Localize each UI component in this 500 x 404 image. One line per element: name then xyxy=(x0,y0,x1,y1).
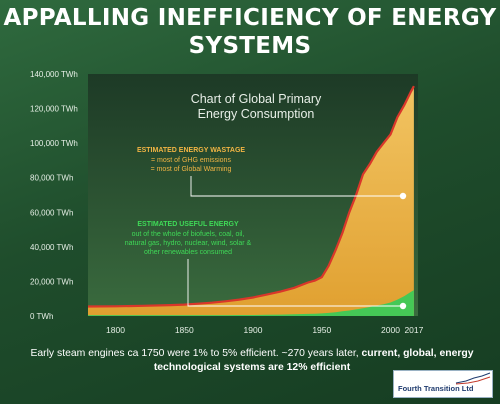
chart-title-line-2: Energy Consumption xyxy=(198,107,315,121)
caption-text-start: Early steam engines ca 1750 were 1% to 5… xyxy=(30,348,362,359)
useful-pointer-dot xyxy=(399,302,407,310)
caption-bold-1: current, global, energy xyxy=(361,348,474,359)
x-tick-label: 1900 xyxy=(244,325,263,335)
series-area-useful xyxy=(88,290,414,316)
wastage-pointer-line xyxy=(190,176,403,197)
x-tick-label: 2017 xyxy=(404,325,423,335)
x-tick-label: 2000 xyxy=(381,325,400,335)
y-tick-label: 0 TWh xyxy=(30,312,53,321)
y-tick-label: 60,000 TWh xyxy=(30,208,73,217)
useful-line-1: out of the whole of biofuels, coal, oil, xyxy=(132,231,245,238)
y-axis: 0 TWh 20,000 TWh 40,000 TWh 60,000 TWh 80,00… xyxy=(30,70,78,321)
headline: APPALLING INEFFICIENCY OF ENERGY SYSTEMS xyxy=(0,4,500,60)
wastage-annotation: ESTIMATED ENERGY WASTAGE = most of GHG e… xyxy=(137,147,407,200)
wastage-pointer-dot xyxy=(399,192,407,200)
series-edge-wastage xyxy=(87,85,415,308)
headline-line-1: APPALLING INEFFICIENCY OF ENERGY xyxy=(3,5,497,31)
y-tick-label: 40,000 TWh xyxy=(30,243,73,252)
company-logo: Fourth Transition Ltd xyxy=(393,370,493,398)
headline-line-2: SYSTEMS xyxy=(188,33,312,59)
wastage-line-1: = most of GHG emissions xyxy=(151,157,231,164)
y-tick-label: 20,000 TWh xyxy=(30,277,73,286)
caption-bold-2: technological systems are 12% efficient xyxy=(153,362,351,373)
x-tick-label: 1950 xyxy=(312,325,331,335)
useful-line-2: natural gas, hydro, nuclear, wind, solar… xyxy=(125,240,252,247)
y-tick-label: 120,000 TWh xyxy=(30,105,78,114)
wastage-title: ESTIMATED ENERGY WASTAGE xyxy=(137,147,245,154)
useful-title: ESTIMATED USEFUL ENERGY xyxy=(137,221,239,228)
useful-annotation: ESTIMATED USEFUL ENERGY out of the whole… xyxy=(125,221,407,310)
x-tick-label: 1800 xyxy=(106,325,125,335)
logo-trend-icon xyxy=(455,372,491,385)
caption: Early steam engines ca 1750 were 1% to 5… xyxy=(8,347,496,375)
y-tick-label: 100,000 TWh xyxy=(30,139,78,148)
chart-title: Chart of Global Primary Energy Consumpti… xyxy=(191,92,322,121)
useful-pointer-line xyxy=(187,259,403,307)
chart-title-line-1: Chart of Global Primary xyxy=(191,92,322,106)
x-tick-label: 1850 xyxy=(175,325,194,335)
logo-text: Fourth Transition Ltd xyxy=(398,384,474,393)
y-tick-label: 80,000 TWh xyxy=(30,174,73,183)
useful-line-3: other renewables consumed xyxy=(144,249,232,256)
plot-areas xyxy=(87,85,415,316)
wastage-line-2: = most of Global Warming xyxy=(151,166,232,173)
y-tick-label: 140,000 TWh xyxy=(30,70,78,79)
x-axis: 1800 1850 1900 1950 2000 2017 xyxy=(106,325,424,335)
